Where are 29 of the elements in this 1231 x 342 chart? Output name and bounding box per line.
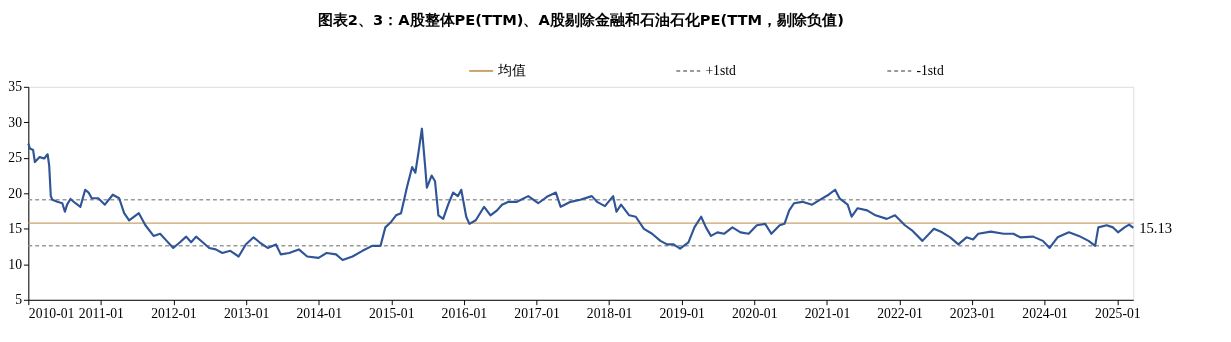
line-series [27, 127, 1135, 262]
x-tick-label: 2012-01 [151, 305, 197, 321]
legend-label: +1std [705, 62, 737, 78]
y-tick-label: 35 [8, 79, 23, 95]
x-tick-label: 2020-01 [731, 305, 778, 321]
y-tick-label: 30 [8, 114, 23, 130]
x-tick-label: 2025-01 [1095, 305, 1141, 321]
x-tick-label: 2023-01 [949, 305, 996, 321]
x-tick-label: 2011-01 [78, 305, 125, 321]
y-tick-label: 20 [8, 185, 23, 201]
y-tick-label: 10 [8, 256, 23, 272]
x-tick-label: 2018-01 [586, 305, 633, 321]
x-tick-label: 2013-01 [223, 305, 270, 321]
x-tick-label: 2015-01 [369, 305, 415, 321]
x-tick-label: 2017-01 [514, 305, 560, 321]
legend-label: -1std [916, 62, 944, 78]
x-tick-label: 2024-01 [1022, 305, 1069, 321]
x-tick-label: 2014-01 [296, 305, 343, 321]
x-tick-label: 2019-01 [659, 305, 706, 321]
y-tick-label: 5 [15, 292, 23, 308]
annotation: 15.13 [1139, 219, 1173, 236]
x-tick-label: 2010-01 [28, 305, 75, 321]
x-tick-label: 2022-01 [877, 305, 923, 321]
x-tick-label: 2021-01 [804, 305, 851, 321]
x-tick-label: 2016-01 [441, 305, 488, 321]
legend-label: 均值 [497, 62, 527, 78]
y-tick-label: 15 [8, 221, 23, 237]
chart-title: 图表2、3：A股整体PE(TTM)、A股剔除金融和石油石化PE(TTM，剔除负值) [317, 11, 844, 29]
y-tick-label: 25 [8, 150, 23, 166]
